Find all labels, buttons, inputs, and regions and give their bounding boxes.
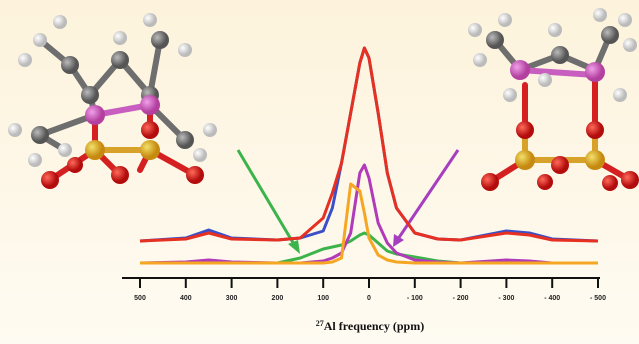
x-tick-label: - 100 [407, 295, 423, 302]
x-tick-label: 0 [367, 295, 371, 302]
background [0, 0, 639, 344]
x-axis-label-text: Al frequency (ppm) [324, 319, 424, 333]
x-tick-label: 200 [272, 295, 284, 302]
x-tick-label: - 400 [544, 295, 560, 302]
x-axis-label: 27Al frequency (ppm) [316, 319, 424, 333]
x-tick-label: - 500 [590, 295, 606, 302]
x-tick-label: 100 [317, 295, 329, 302]
x-tick-label: - 300 [498, 295, 514, 302]
x-tick-label: 500 [134, 295, 146, 302]
x-tick-label: - 200 [453, 295, 469, 302]
x-tick-label: 400 [180, 295, 192, 302]
x-axis-label-sup: 27 [316, 319, 324, 328]
x-tick-label: 300 [226, 295, 238, 302]
chart: 27Al frequency (ppm) 500 400 300 200 100 0 - 1… [0, 0, 639, 344]
